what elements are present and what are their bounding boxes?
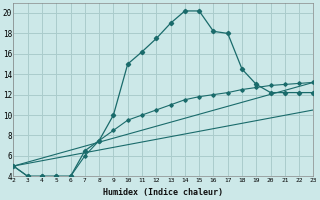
- X-axis label: Humidex (Indice chaleur): Humidex (Indice chaleur): [103, 188, 223, 197]
